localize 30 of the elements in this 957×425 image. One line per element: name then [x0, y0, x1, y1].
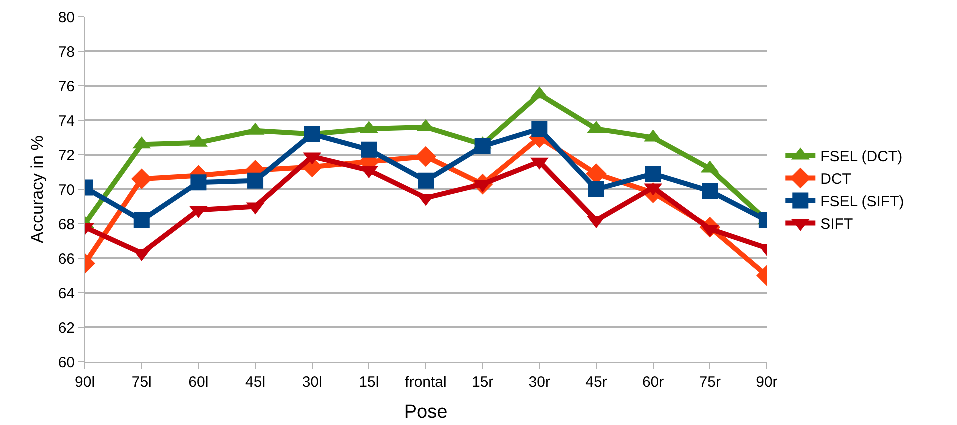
x-tick-label: 15l — [359, 374, 380, 391]
x-tick-label: 45r — [586, 374, 608, 391]
y-tick-label: 64 — [58, 285, 75, 302]
x-tick-label: 30l — [302, 374, 322, 391]
legend-label: SIFT — [820, 216, 854, 234]
y-axis-title: Accuracy in % — [28, 136, 47, 244]
x-tick-label: 75r — [699, 374, 721, 391]
x-tick-label: 60r — [642, 374, 664, 391]
y-tick-label: 68 — [58, 216, 75, 234]
legend-label: FSEL (DCT) — [820, 148, 903, 166]
x-tick-label: 45l — [246, 374, 266, 391]
y-tick-label: 72 — [58, 147, 75, 164]
y-tick-label: 70 — [58, 182, 75, 199]
x-tick-label: 60l — [188, 374, 209, 391]
legend-label: FSEL (SIFT) — [820, 194, 904, 211]
y-tick-label: 78 — [58, 44, 75, 61]
y-tick-label: 76 — [58, 78, 75, 96]
legend-label: DCT — [820, 171, 852, 188]
x-tick-label: 75l — [132, 374, 152, 391]
y-tick-label: 80 — [58, 9, 75, 26]
y-tick-label: 74 — [58, 112, 75, 130]
y-tick-label: 66 — [58, 250, 75, 268]
x-axis-title: Pose — [404, 402, 448, 423]
x-tick-label: 15r — [472, 374, 494, 391]
y-tick-label: 62 — [58, 320, 75, 337]
x-tick-label: 90r — [756, 374, 778, 391]
y-tick-label: 60 — [58, 354, 75, 372]
x-tick-label: 90l — [75, 374, 96, 391]
x-tick-label: 30r — [528, 374, 550, 391]
x-tick-label: frontal — [405, 374, 447, 391]
